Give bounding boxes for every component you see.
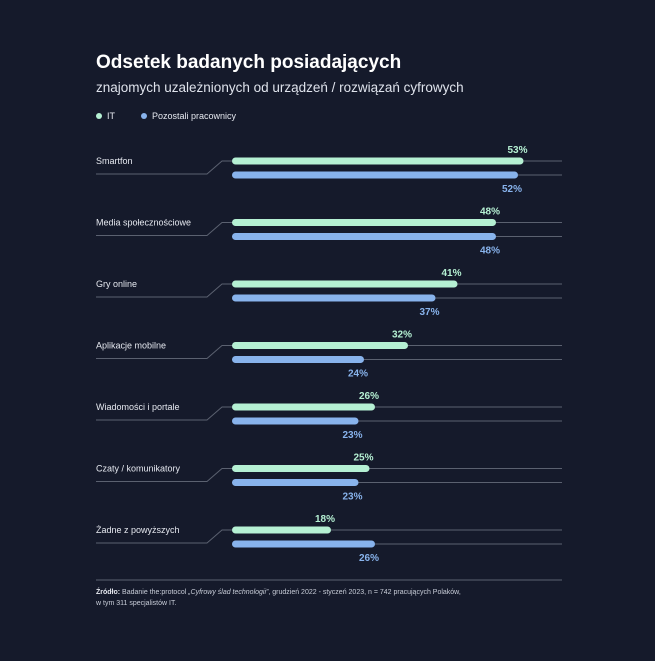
value-label-czaty-komunikatory-others: 23% — [342, 492, 362, 503]
bar-zadne-z-powyzszych-it — [232, 526, 331, 534]
legend-label-it: IT — [107, 111, 115, 121]
bar-zadne-z-powyzszych-others — [232, 540, 375, 548]
chart-subtitle: znajomych uzależnionych od urządzeń / ro… — [96, 80, 464, 95]
legend-item-it: IT — [96, 111, 115, 121]
value-label-aplikacje-mobilne-others: 24% — [348, 369, 368, 380]
rule-wiadomosci-i-portale-it — [96, 406, 562, 421]
bar-smartfon-others — [232, 171, 518, 179]
bar-wiadomosci-i-portale-it — [232, 403, 375, 411]
bar-gry-online-it — [232, 280, 458, 288]
bar-aplikacje-mobilne-others — [232, 356, 364, 363]
category-label-zadne-z-powyzszych: Żadne z powyższych — [96, 525, 180, 535]
category-label-czaty-komunikatory: Czaty / komunikatory — [96, 464, 181, 474]
legend-dot-others — [141, 113, 147, 119]
legend-item-others: Pozostali pracownicy — [141, 111, 236, 121]
value-label-aplikacje-mobilne-it: 32% — [392, 330, 412, 341]
source-study: „Cyfrowy ślad technologii” — [188, 589, 269, 596]
value-label-zadne-z-powyzszych-it: 18% — [315, 514, 335, 525]
category-label-media-spolecznosciowe: Media społecznościowe — [96, 218, 191, 228]
value-label-media-spolecznosciowe-it: 48% — [480, 207, 500, 218]
value-label-smartfon-others: 52% — [502, 184, 522, 195]
value-label-gry-online-others: 37% — [419, 307, 439, 318]
bar-czaty-komunikatory-it — [232, 465, 370, 472]
value-label-smartfon-it: 53% — [507, 145, 527, 156]
category-label-smartfon: Smartfon — [96, 156, 133, 166]
value-label-wiadomosci-i-portale-it: 26% — [359, 391, 379, 402]
bar-gry-online-others — [232, 294, 436, 302]
bar-aplikacje-mobilne-it — [232, 342, 408, 349]
legend-dot-it — [96, 113, 102, 119]
value-label-media-spolecznosciowe-others: 48% — [480, 246, 500, 257]
bar-wiadomosci-i-portale-others — [232, 417, 359, 425]
bar-media-spolecznosciowe-it — [232, 219, 496, 226]
source-note: Źródło: Badanie the:protocol „Cyfrowy śl… — [96, 587, 566, 609]
value-label-wiadomosci-i-portale-others: 23% — [342, 430, 362, 441]
value-label-czaty-komunikatory-it: 25% — [353, 453, 373, 464]
value-label-zadne-z-powyzszych-others: 26% — [359, 553, 379, 564]
category-label-gry-online: Gry online — [96, 279, 137, 289]
bar-media-spolecznosciowe-others — [232, 233, 496, 240]
source-line-2: w tym 311 specjalistów IT. — [96, 600, 177, 607]
value-label-gry-online-it: 41% — [441, 268, 461, 279]
category-label-wiadomosci-i-portale: Wiadomości i portale — [96, 402, 180, 412]
source-text-after: , grudzień 2022 - styczeń 2023, n = 742 … — [268, 589, 461, 596]
source-label: Źródło: — [96, 589, 121, 596]
rule-czaty-komunikatory-it — [96, 468, 562, 482]
rule-zadne-z-powyzszych-it — [96, 529, 562, 544]
source-text-before: Badanie the:protocol — [120, 589, 189, 596]
legend-label-others: Pozostali pracownicy — [152, 111, 237, 121]
category-label-aplikacje-mobilne: Aplikacje mobilne — [96, 341, 166, 351]
bar-smartfon-it — [232, 157, 524, 165]
bar-czaty-komunikatory-others — [232, 479, 359, 486]
chart-title: Odsetek badanych posiadających — [96, 52, 402, 73]
